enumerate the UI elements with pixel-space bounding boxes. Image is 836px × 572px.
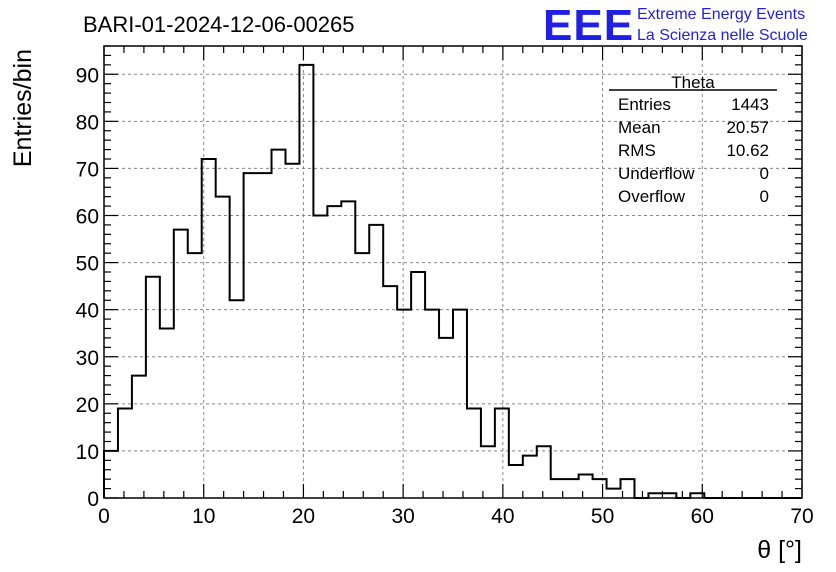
eee-logo: EEE — [543, 1, 634, 50]
x-tick-label: 50 — [591, 505, 614, 528]
stats-label: Overflow — [618, 187, 686, 206]
x-axis-title: θ [°] — [757, 536, 802, 564]
brand-line-2: La Scienza nelle Scuole — [637, 27, 808, 44]
stats-value: 1443 — [731, 95, 769, 114]
chart-title: BARI-01-2024-12-06-00265 — [83, 12, 355, 37]
x-tick-label: 30 — [391, 505, 414, 528]
x-tick-label: 10 — [192, 505, 215, 528]
y-tick-label: 60 — [76, 206, 99, 229]
y-tick-label: 40 — [76, 300, 99, 323]
stats-label: Entries — [618, 95, 671, 114]
x-tick-label: 70 — [790, 505, 813, 528]
x-tick-label: 60 — [691, 505, 714, 528]
y-tick-label: 30 — [76, 347, 99, 370]
x-tick-label: 40 — [491, 505, 514, 528]
y-tick-label: 10 — [76, 441, 99, 464]
y-tick-labels: 0 10 20 30 40 50 60 70 80 90 — [76, 64, 99, 511]
y-tick-label: 0 — [87, 488, 99, 511]
stats-box: Theta Entries 1443 Mean 20.57 RMS 10.62 Underf… — [609, 73, 777, 206]
y-tick-label: 70 — [76, 158, 99, 181]
stats-value: 0 — [760, 187, 769, 206]
y-tick-label: 50 — [76, 253, 99, 276]
y-tick-label: 80 — [76, 111, 99, 134]
axis-ticks — [103, 45, 803, 499]
stats-value: 20.57 — [726, 118, 769, 137]
stats-label: Mean — [618, 118, 661, 137]
stats-value: 0 — [760, 164, 769, 183]
x-tick-label: 0 — [98, 505, 110, 528]
stats-value: 10.62 — [726, 141, 769, 160]
brand-line-1: Extreme Energy Events — [637, 6, 805, 23]
y-tick-label: 90 — [76, 64, 99, 87]
y-tick-label: 20 — [76, 394, 99, 417]
y-axis-title: Entries/bin — [9, 49, 37, 167]
stats-label: RMS — [618, 141, 656, 160]
x-tick-labels: 0 10 20 30 40 50 60 70 — [98, 505, 814, 528]
x-tick-label: 20 — [292, 505, 315, 528]
stats-name: Theta — [671, 73, 715, 92]
stats-label: Underflow — [618, 164, 695, 183]
